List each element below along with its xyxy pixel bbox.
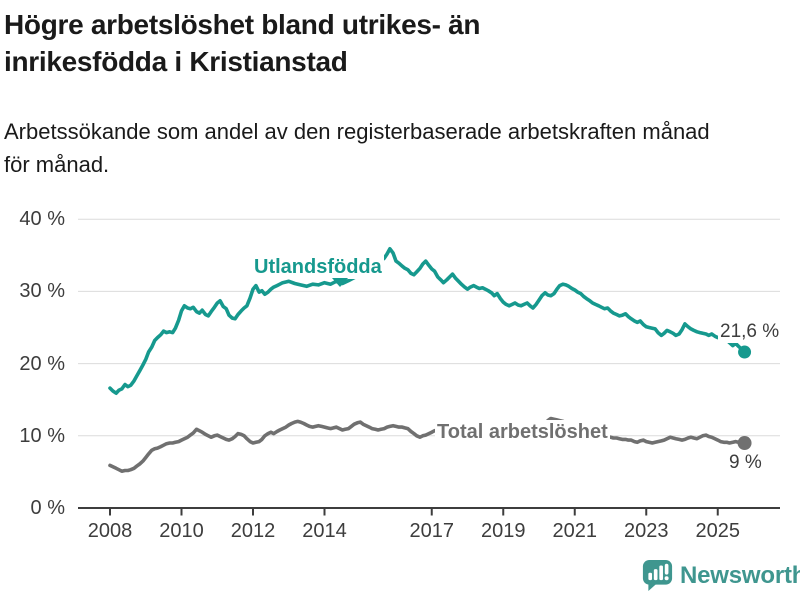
y-axis-label-0: 0 % bbox=[30, 497, 65, 519]
end-value-label-total: 9 % bbox=[727, 452, 764, 474]
y-axis-label-30: 30 % bbox=[19, 280, 65, 303]
x-axis-label-2017: 2017 bbox=[409, 520, 455, 542]
series-line-utlandsfodda bbox=[108, 247, 747, 396]
y-axis-label-20: 20 % bbox=[19, 352, 65, 375]
chart-subtitle-line2: för månad. bbox=[4, 152, 110, 177]
y-axis-label-40: 40 % bbox=[19, 208, 65, 231]
x-axis-label-2019: 2019 bbox=[481, 520, 526, 542]
page-title: Högre arbetslöshet bland utrikes- än inr… bbox=[4, 6, 796, 80]
series-label-total-arbetsloshet: Total arbetslöshet bbox=[435, 420, 610, 444]
y-axis-label-10: 10 % bbox=[19, 424, 65, 447]
x-axis-label-2014: 2014 bbox=[302, 520, 347, 542]
x-axis-label-2023: 2023 bbox=[624, 520, 669, 542]
page-title-line1: Högre arbetslöshet bland utrikes- än bbox=[4, 9, 481, 40]
newsworthy-logo-icon bbox=[642, 560, 673, 592]
x-axis-label-2008: 2008 bbox=[87, 520, 133, 542]
end-value-label-utlandsfodda: 21,6 % bbox=[718, 321, 782, 343]
newsworthy-brand-text: Newsworthy bbox=[680, 562, 800, 589]
series-end-dot-utlandsfodda bbox=[738, 345, 752, 359]
x-axis-label-2025: 2025 bbox=[695, 520, 741, 542]
label-caret-down-icon bbox=[332, 278, 348, 287]
x-axis-label-2021: 2021 bbox=[552, 520, 598, 542]
x-axis-label-2010: 2010 bbox=[159, 520, 204, 542]
series-line-total bbox=[108, 416, 747, 474]
x-axis-label-2012: 2012 bbox=[230, 520, 276, 542]
series-label-utlandsfodda: Utlandsfödda bbox=[252, 255, 384, 279]
chart-subtitle: Arbetssökande som andel av den registerb… bbox=[4, 115, 794, 181]
series-end-dot-total bbox=[737, 436, 752, 451]
page-title-line2: inrikesfödda i Kristianstad bbox=[4, 46, 348, 77]
chart-subtitle-line1: Arbetssökande som andel av den registerb… bbox=[4, 119, 710, 144]
newsworthy-brand-link[interactable]: Newsworthy bbox=[642, 559, 800, 593]
chart-header: Högre arbetslöshet bland utrikes- än inr… bbox=[4, 6, 796, 80]
